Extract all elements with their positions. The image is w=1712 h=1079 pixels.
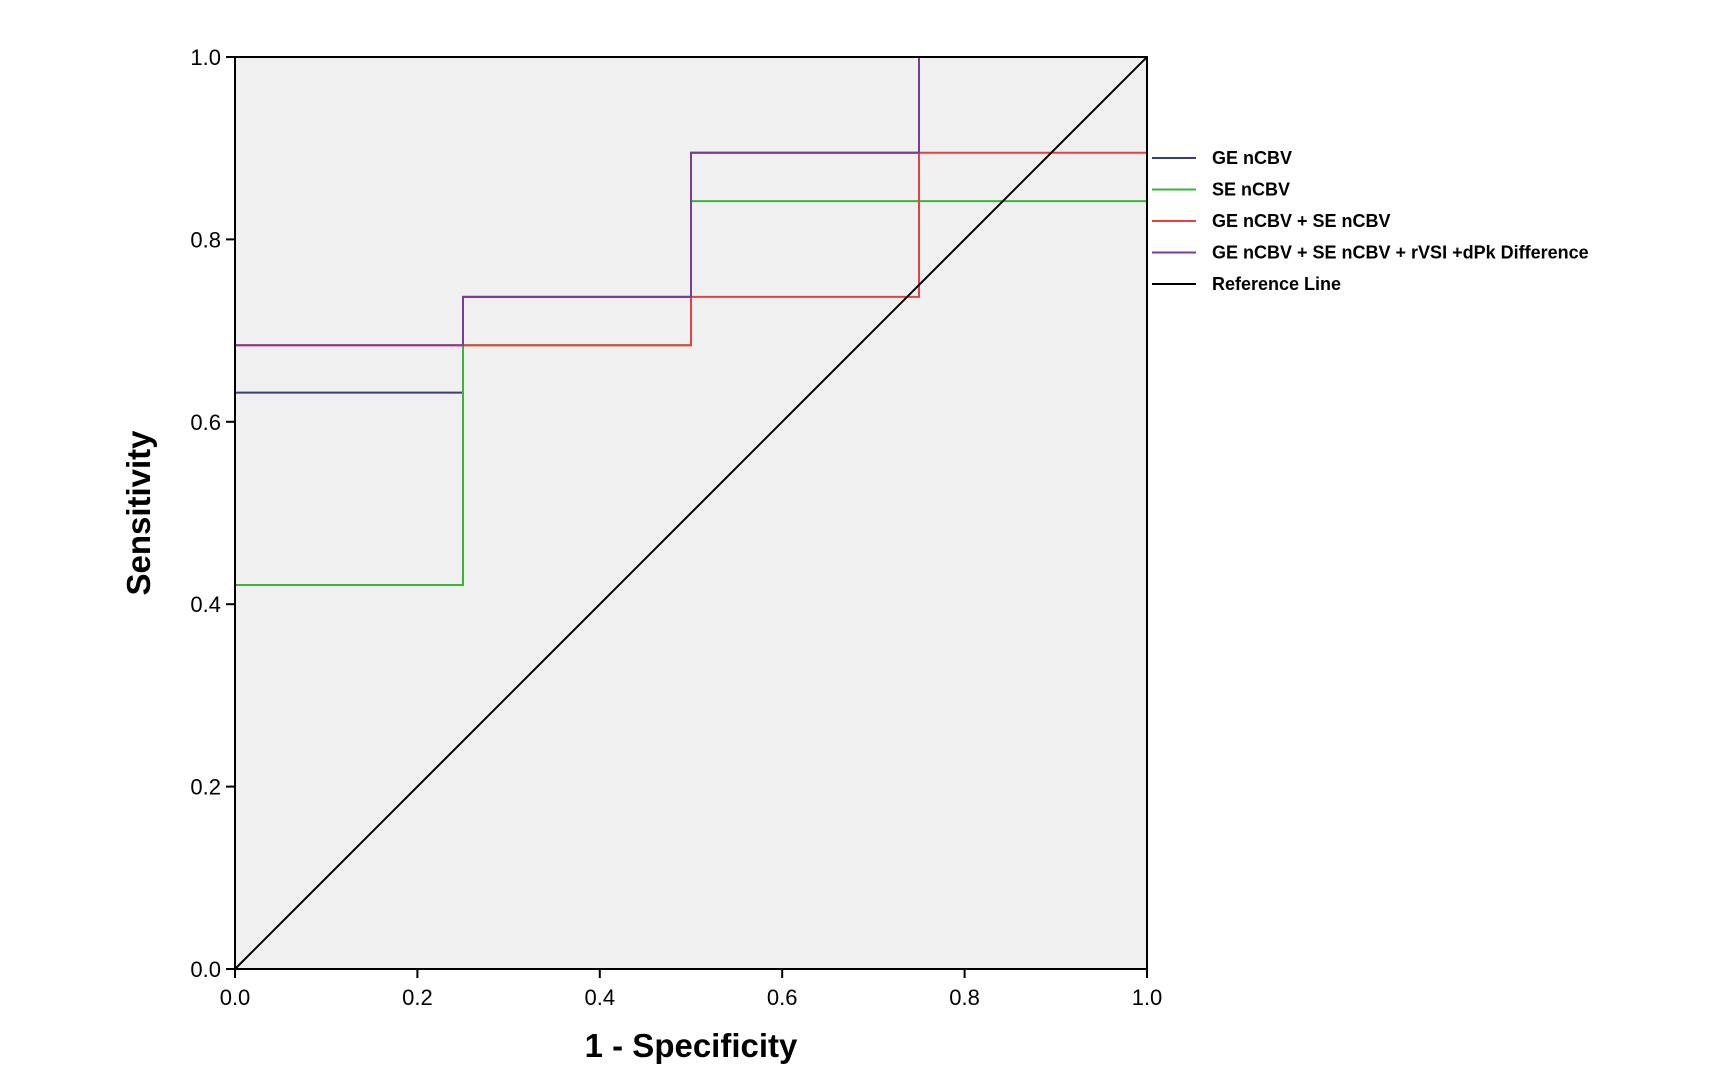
y-tick-label: 0.4 — [190, 592, 221, 617]
y-axis: 0.0 0.2 0.4 0.6 0.8 1.0 — [190, 45, 235, 982]
x-tick-label: 0.6 — [767, 985, 798, 1010]
y-tick-label: 0.6 — [190, 410, 221, 435]
legend: GE nCBV SE nCBV GE nCBV + SE nCBV GE nCBV +… — [1152, 148, 1589, 294]
x-tick-label: 0.2 — [402, 985, 433, 1010]
y-tick-label: 0.0 — [190, 957, 221, 982]
legend-label-ge-ncbv-se-ncbv: GE nCBV + SE nCBV — [1212, 211, 1391, 231]
legend-label-ge-ncbv: GE nCBV — [1212, 148, 1292, 168]
legend-label-reference-line: Reference Line — [1212, 274, 1341, 294]
x-tick-label: 1.0 — [1132, 985, 1163, 1010]
y-axis-title: Sensitivity — [120, 430, 157, 596]
x-tick-label: 0.4 — [585, 985, 616, 1010]
series-line-ge-ncbv-se-ncbv-rvsi-dpk-difference — [234, 57, 920, 969]
x-axis-title: 1 - Specificity — [585, 1027, 798, 1064]
plot-frame — [234, 56, 1148, 970]
y-tick-label: 1.0 — [190, 45, 221, 70]
x-axis: 0.0 0.2 0.4 0.6 0.8 1.0 — [220, 969, 1163, 1010]
y-tick-label: 0.8 — [190, 227, 221, 252]
x-tick-label: 0.8 — [949, 985, 980, 1010]
legend-label-se-ncbv: SE nCBV — [1212, 180, 1290, 200]
series-line-reference-line — [234, 56, 1148, 970]
x-tick-label: 0.0 — [220, 985, 251, 1010]
y-tick-label: 0.2 — [190, 775, 221, 800]
legend-label-ge-ncbv-se-ncbv-rvsi-dpk-difference: GE nCBV + SE nCBV + rVSI +dPk Difference — [1212, 243, 1589, 263]
